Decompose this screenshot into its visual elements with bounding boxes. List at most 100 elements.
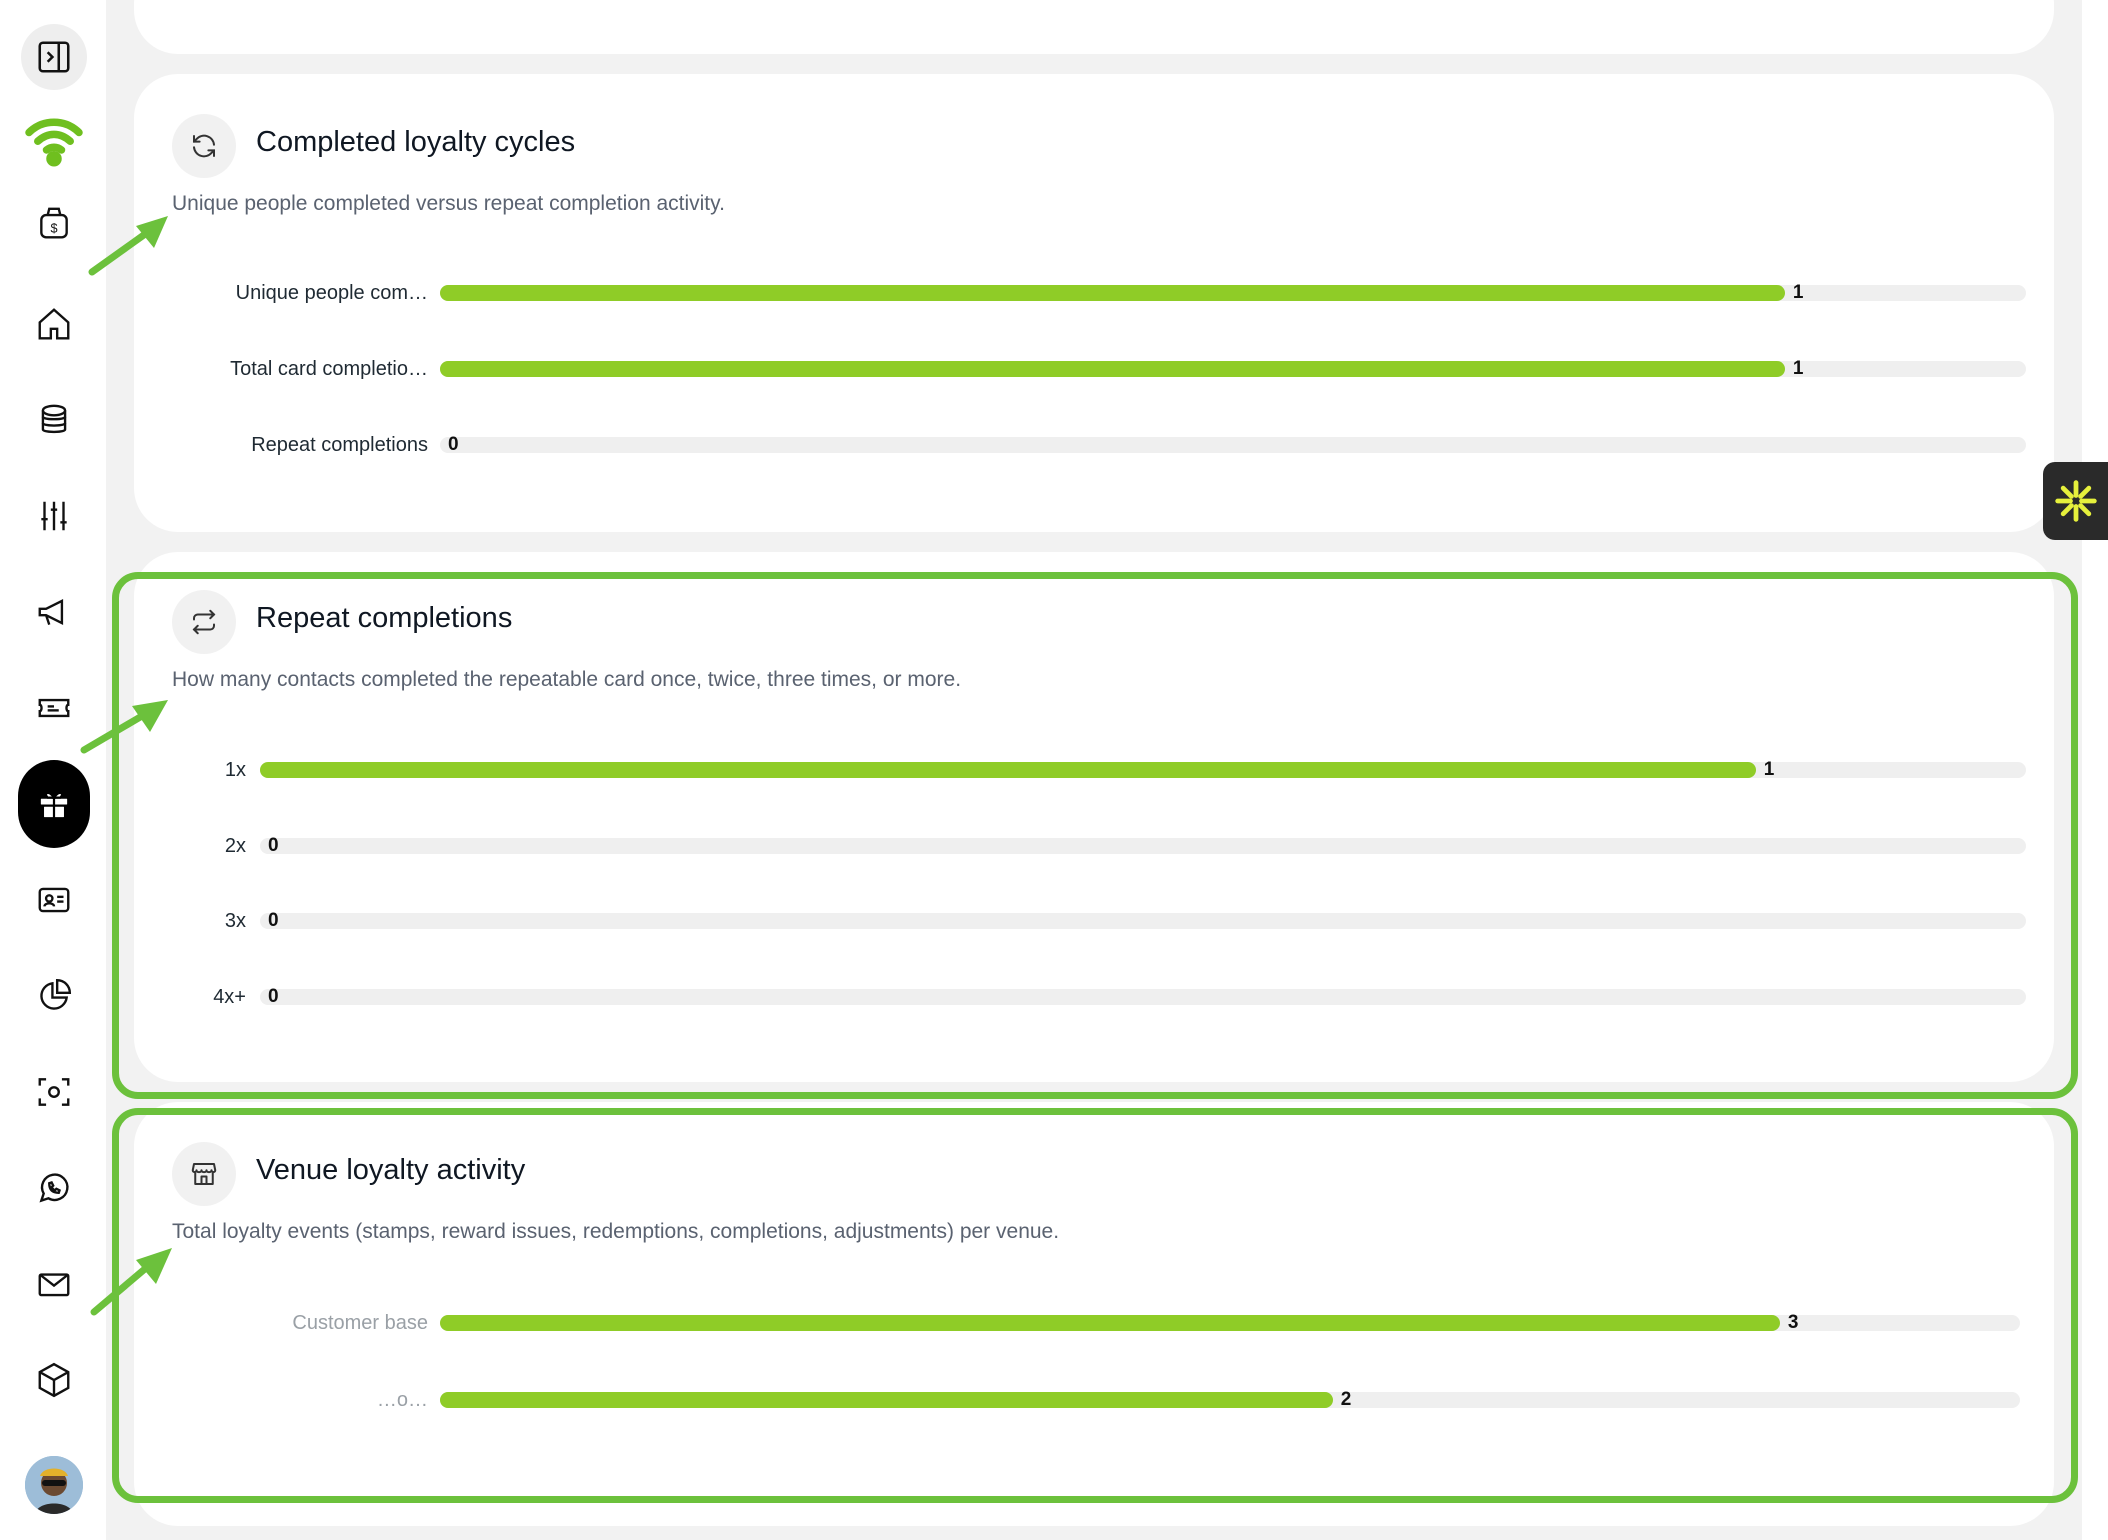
highlight-frame-venue: [112, 1108, 2078, 1503]
sidebar-item-reports[interactable]: [16, 958, 92, 1034]
svg-text:$: $: [50, 222, 57, 236]
card-title: Venue loyalty activity: [256, 1154, 526, 1186]
sidebar-item-database[interactable]: [16, 382, 92, 458]
bar-label: 2x: [224, 835, 246, 857]
bar-label: 3x: [224, 910, 246, 932]
sparkle-icon: [2054, 480, 2097, 522]
bar-value: 1: [1792, 282, 1804, 303]
cube-icon: [38, 1362, 70, 1398]
bar-fill: [440, 285, 1785, 301]
bar-track: [260, 762, 2026, 778]
highlight-frame-repeat: [112, 572, 2078, 1099]
card-description: How many contacts completed the repeatab…: [172, 668, 962, 691]
annotation-arrow: [90, 1248, 172, 1316]
card-description: Total loyalty events (stamps, reward iss…: [172, 1220, 1060, 1243]
sidebar-item-contacts[interactable]: [16, 862, 92, 938]
bar-fill: [260, 762, 1756, 778]
whatsapp-icon: [39, 1173, 69, 1203]
bar-value: 0: [268, 910, 279, 931]
right-gutter: [2082, 0, 2108, 1540]
store-icon: [191, 1163, 217, 1185]
bar-row: 4x+ 0: [134, 985, 2026, 1009]
bar-value: 0: [268, 835, 279, 856]
card-title: Completed loyalty cycles: [256, 126, 576, 158]
bar-value: 1: [1792, 358, 1804, 379]
card-description: Unique people completed versus repeat co…: [172, 192, 725, 215]
bar-label: Total card completio…: [230, 358, 428, 380]
scan-icon: [38, 1078, 70, 1106]
bar-value: 2: [1340, 1389, 1352, 1410]
avatar[interactable]: [25, 1456, 83, 1514]
bar-track: [260, 838, 2026, 854]
bar-track: [440, 1315, 2020, 1331]
bar-label: 1x: [224, 759, 246, 781]
bar-fill: [440, 1315, 1780, 1331]
database-icon: [41, 404, 67, 434]
bar-label: Unique people com…: [235, 282, 428, 304]
contact-card-icon: [38, 887, 70, 913]
bar-track: [260, 989, 2026, 1005]
card-title: Repeat completions: [256, 602, 513, 634]
card-icon: [172, 114, 236, 178]
bar-row: …o… 2: [134, 1388, 2024, 1412]
money-bag-icon: $: [40, 207, 68, 239]
bar-fill: [440, 361, 1785, 377]
bar-row: 3x 0: [134, 909, 2026, 933]
sidebar-toggle-icon: [38, 41, 70, 73]
repeat-arrows-icon: [192, 609, 216, 635]
annotation-arrow: [88, 216, 168, 276]
bar-track: [260, 913, 2026, 929]
megaphone-icon: [38, 598, 64, 626]
previous-card: [134, 0, 2054, 54]
sidebar-toggle-button[interactable]: [21, 24, 87, 90]
bar-track: [440, 285, 2026, 301]
main-content: Completed loyalty cycles Unique people c…: [106, 0, 2082, 1540]
home-icon: [38, 308, 70, 340]
annotation-arrow: [80, 700, 168, 754]
sliders-icon: [41, 501, 67, 531]
bar-value: 3: [1787, 1312, 1799, 1333]
sidebar-item-loyalty[interactable]: [18, 760, 90, 848]
bar-row: 2x 0: [134, 834, 2026, 858]
card-icon: [172, 590, 236, 654]
sidebar-item-scan[interactable]: [16, 1054, 92, 1130]
bar-fill: [440, 1392, 1333, 1408]
bar-label: …o…: [376, 1389, 428, 1411]
pie-chart-icon: [40, 978, 72, 1010]
mail-icon: [38, 1273, 70, 1297]
repeat-completions-card: Repeat completions How many contacts com…: [134, 552, 2054, 1082]
sidebar-item-home[interactable]: [16, 286, 92, 362]
card-icon: [172, 1142, 236, 1206]
bar-value: 1: [1763, 759, 1775, 780]
bar-row: 1x 1: [134, 758, 2026, 782]
bar-row: Total card completio… 1: [134, 357, 2026, 381]
sidebar: $: [0, 0, 106, 1540]
ticket-icon: [38, 698, 70, 718]
sidebar-item-campaigns[interactable]: [16, 574, 92, 650]
wifi-logo-icon: [25, 118, 83, 167]
gift-icon: [38, 791, 70, 820]
bar-value: 0: [448, 434, 459, 455]
sidebar-item-mail[interactable]: [16, 1246, 92, 1322]
refresh-icon: [193, 134, 215, 158]
avatar-image: [25, 1456, 83, 1514]
sidebar-item-whatsapp[interactable]: [16, 1150, 92, 1226]
bar-label: Customer base: [292, 1312, 428, 1334]
bar-row: Unique people com… 1: [134, 281, 2026, 305]
bar-label: Repeat completions: [251, 434, 428, 456]
bar-track: [440, 437, 2026, 453]
sidebar-item-filters[interactable]: [16, 478, 92, 554]
floating-assistant-button[interactable]: [2043, 462, 2108, 540]
sidebar-item-money[interactable]: $: [16, 185, 92, 261]
wifi-logo-button[interactable]: [16, 102, 92, 178]
bar-row: Customer base 3: [134, 1311, 2024, 1335]
venue-loyalty-activity-card: Venue loyalty activity Total loyalty eve…: [134, 1102, 2054, 1526]
bar-label: 4x+: [213, 986, 246, 1008]
completed-loyalty-cycles-card: Completed loyalty cycles Unique people c…: [134, 74, 2054, 532]
bar-track: [440, 361, 2026, 377]
bar-row: Repeat completions 0: [134, 433, 2026, 457]
sidebar-item-integrations[interactable]: [16, 1342, 92, 1418]
sidebar-item-tickets[interactable]: [16, 670, 92, 746]
bar-track: [440, 1392, 2020, 1408]
bar-value: 0: [268, 986, 279, 1007]
